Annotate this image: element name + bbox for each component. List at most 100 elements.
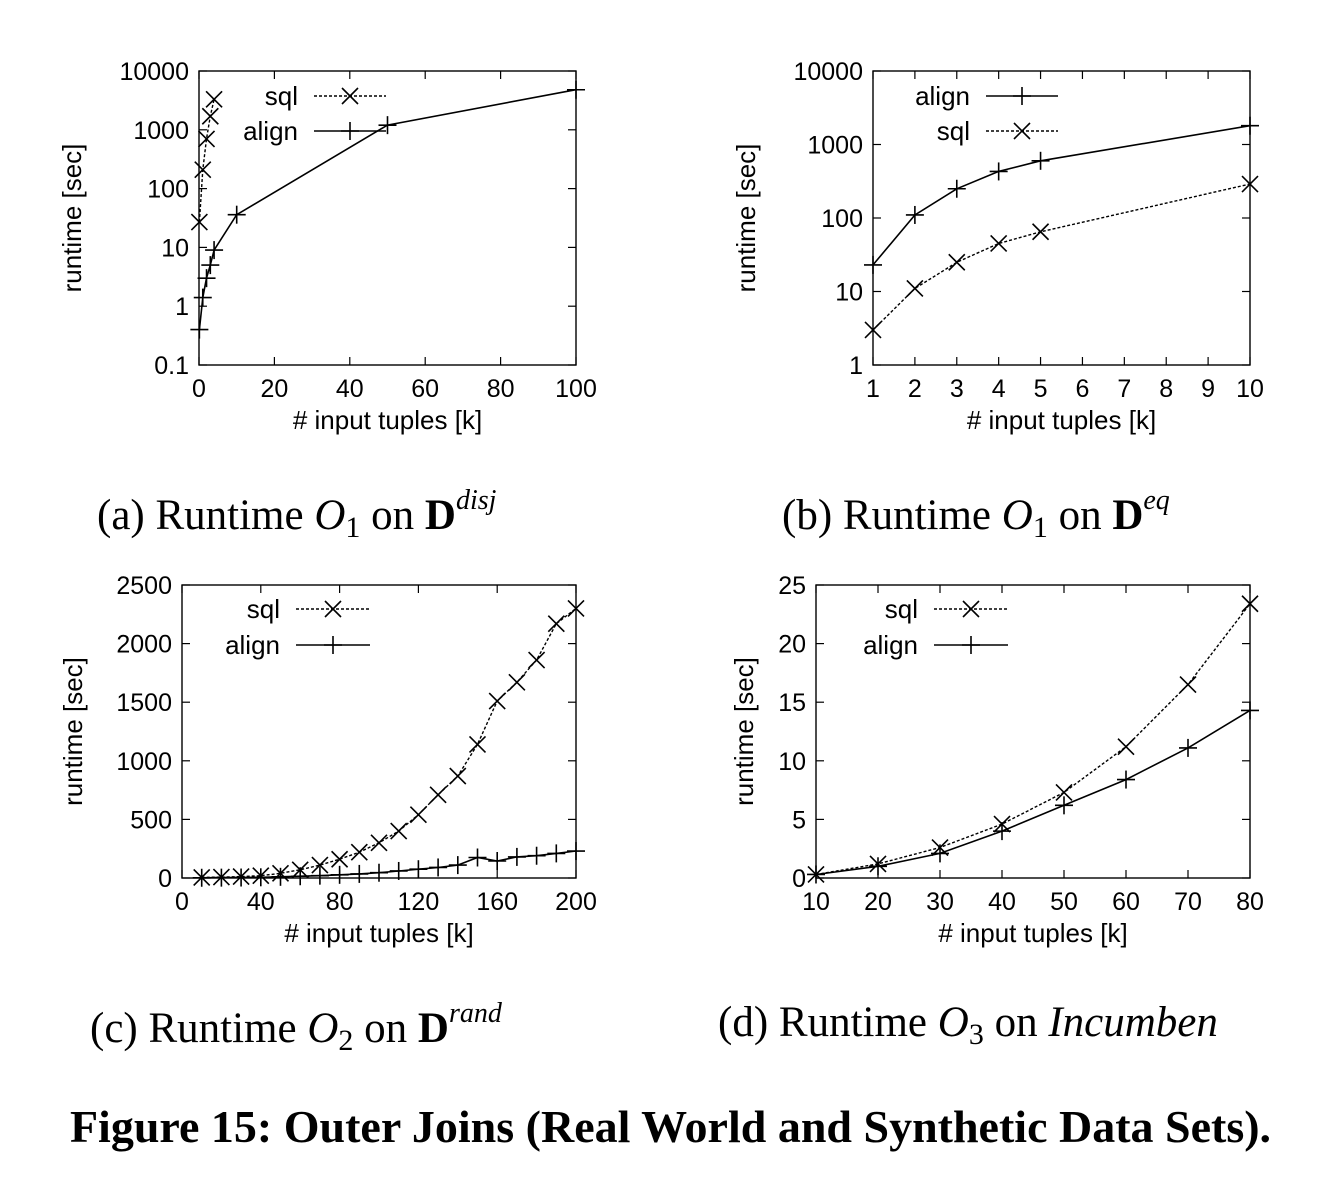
data-point-align xyxy=(310,866,329,885)
data-point-sql xyxy=(194,161,212,179)
legend-marker-sql xyxy=(962,600,980,618)
x-tick-label: 1 xyxy=(866,375,880,403)
legend-marker-align xyxy=(962,636,980,654)
series-line-sql xyxy=(872,183,1251,331)
data-point-align xyxy=(330,865,349,884)
legend-label-sql: sql xyxy=(885,594,918,624)
data-point-sql xyxy=(1241,595,1259,613)
data-point-align xyxy=(193,288,212,307)
data-point-sql xyxy=(409,806,427,824)
y-tick-label: 2000 xyxy=(116,631,172,659)
plot-frame-a xyxy=(198,70,577,366)
series-line-align xyxy=(815,709,1251,876)
data-point-sql xyxy=(1031,223,1050,241)
x-tick-label: 10 xyxy=(802,888,830,916)
data-point-sql xyxy=(864,321,882,339)
data-point-sql xyxy=(201,107,219,125)
y-tick-label: 10 xyxy=(778,748,806,776)
x-axis-label: # input tuples [k] xyxy=(967,405,1156,435)
data-point-align xyxy=(1055,796,1073,815)
plot-frame-b xyxy=(872,70,1251,366)
x-tick-label: 60 xyxy=(1112,888,1140,916)
legend-label-sql: sql xyxy=(265,81,298,111)
y-tick-label: 1000 xyxy=(133,117,189,145)
subcaption-d: (d) Runtime O3 on Incumben xyxy=(718,999,1218,1051)
x-tick-label: 20 xyxy=(260,375,288,403)
data-point-sql xyxy=(190,213,208,231)
data-point-sql xyxy=(205,90,223,108)
chart-a: 0 20 40 60 80 100 0.1 1 10 100 1000 10000 # input tu… xyxy=(57,58,597,435)
legend-marker-align xyxy=(341,122,359,140)
data-point-sql xyxy=(311,856,329,874)
y-tick-label: 100 xyxy=(147,176,189,204)
x-tick-label: 80 xyxy=(326,888,354,916)
data-point-sql xyxy=(508,673,526,691)
data-point-align xyxy=(201,256,220,275)
y-tick-label: 10000 xyxy=(793,58,863,86)
y-tick-label: 500 xyxy=(130,806,172,834)
data-point-sql xyxy=(331,850,349,868)
legend-marker-sql xyxy=(1013,122,1031,140)
data-point-align xyxy=(389,861,408,880)
data-point-align xyxy=(227,205,246,224)
legend-label-align: align xyxy=(915,81,970,111)
data-point-sql xyxy=(906,279,924,298)
data-point-sql xyxy=(488,692,506,710)
x-tick-label: 20 xyxy=(864,888,892,916)
legend-label-sql: sql xyxy=(937,116,970,146)
data-point-align xyxy=(993,822,1011,841)
data-point-align xyxy=(468,848,487,867)
y-tick-label: 0.1 xyxy=(154,352,189,380)
data-point-align xyxy=(1031,151,1050,170)
data-point-align xyxy=(989,162,1008,181)
legend-marker-sql xyxy=(341,87,359,105)
legend-label-sql: sql xyxy=(247,594,280,624)
data-point-align xyxy=(271,867,290,886)
data-point-align xyxy=(507,847,526,866)
data-point-sql xyxy=(948,253,966,271)
plot-frame-c xyxy=(181,584,577,879)
series-line-sql xyxy=(201,607,577,879)
data-point-align xyxy=(1117,770,1135,789)
data-point-align xyxy=(232,868,251,887)
y-tick-label: 20 xyxy=(778,631,806,659)
data-point-align xyxy=(905,205,924,224)
x-tick-label: 10 xyxy=(1236,375,1264,403)
y-axis-label: runtime [sec] xyxy=(57,144,87,293)
x-tick-label: 200 xyxy=(555,888,597,916)
legend-marker-align xyxy=(324,636,342,654)
data-point-align xyxy=(869,857,887,876)
data-point-align xyxy=(251,868,270,887)
subcaption-b: (b) Runtime O1 on Deq xyxy=(782,485,1170,544)
series-line-align xyxy=(872,124,1251,266)
data-point-align xyxy=(1241,116,1259,135)
y-axis-label: runtime [sec] xyxy=(731,144,761,293)
data-point-sql xyxy=(1055,783,1073,802)
legend-marker-sql xyxy=(324,600,342,618)
series-line-sql xyxy=(198,99,215,223)
x-tick-label: 40 xyxy=(336,375,364,403)
data-point-align xyxy=(192,868,211,887)
x-tick-label: 50 xyxy=(1050,888,1078,916)
x-tick-label: 8 xyxy=(1159,375,1173,403)
data-point-align xyxy=(527,846,546,865)
data-point-align xyxy=(931,844,949,863)
x-tick-label: 0 xyxy=(192,375,206,403)
legend-label-align: align xyxy=(225,630,280,660)
x-axis-label: # input tuples [k] xyxy=(284,918,473,948)
y-tick-label: 1 xyxy=(849,352,863,380)
data-point-align xyxy=(807,865,825,884)
data-point-align xyxy=(567,80,585,99)
data-point-sql xyxy=(390,822,408,840)
figure-caption: Figure 15: Outer Joins (Real World and S… xyxy=(69,1101,1272,1152)
subcaption-c: (c) Runtime O2 on Drand xyxy=(90,998,502,1057)
data-point-sql xyxy=(429,786,447,804)
y-tick-label: 10 xyxy=(835,279,863,307)
data-point-sql xyxy=(197,130,216,148)
y-tick-label: 1 xyxy=(175,293,189,321)
x-tick-label: 40 xyxy=(988,888,1016,916)
data-point-sql xyxy=(468,735,487,753)
subcaption-a: (a) Runtime O1 on Ddisj xyxy=(97,485,497,544)
